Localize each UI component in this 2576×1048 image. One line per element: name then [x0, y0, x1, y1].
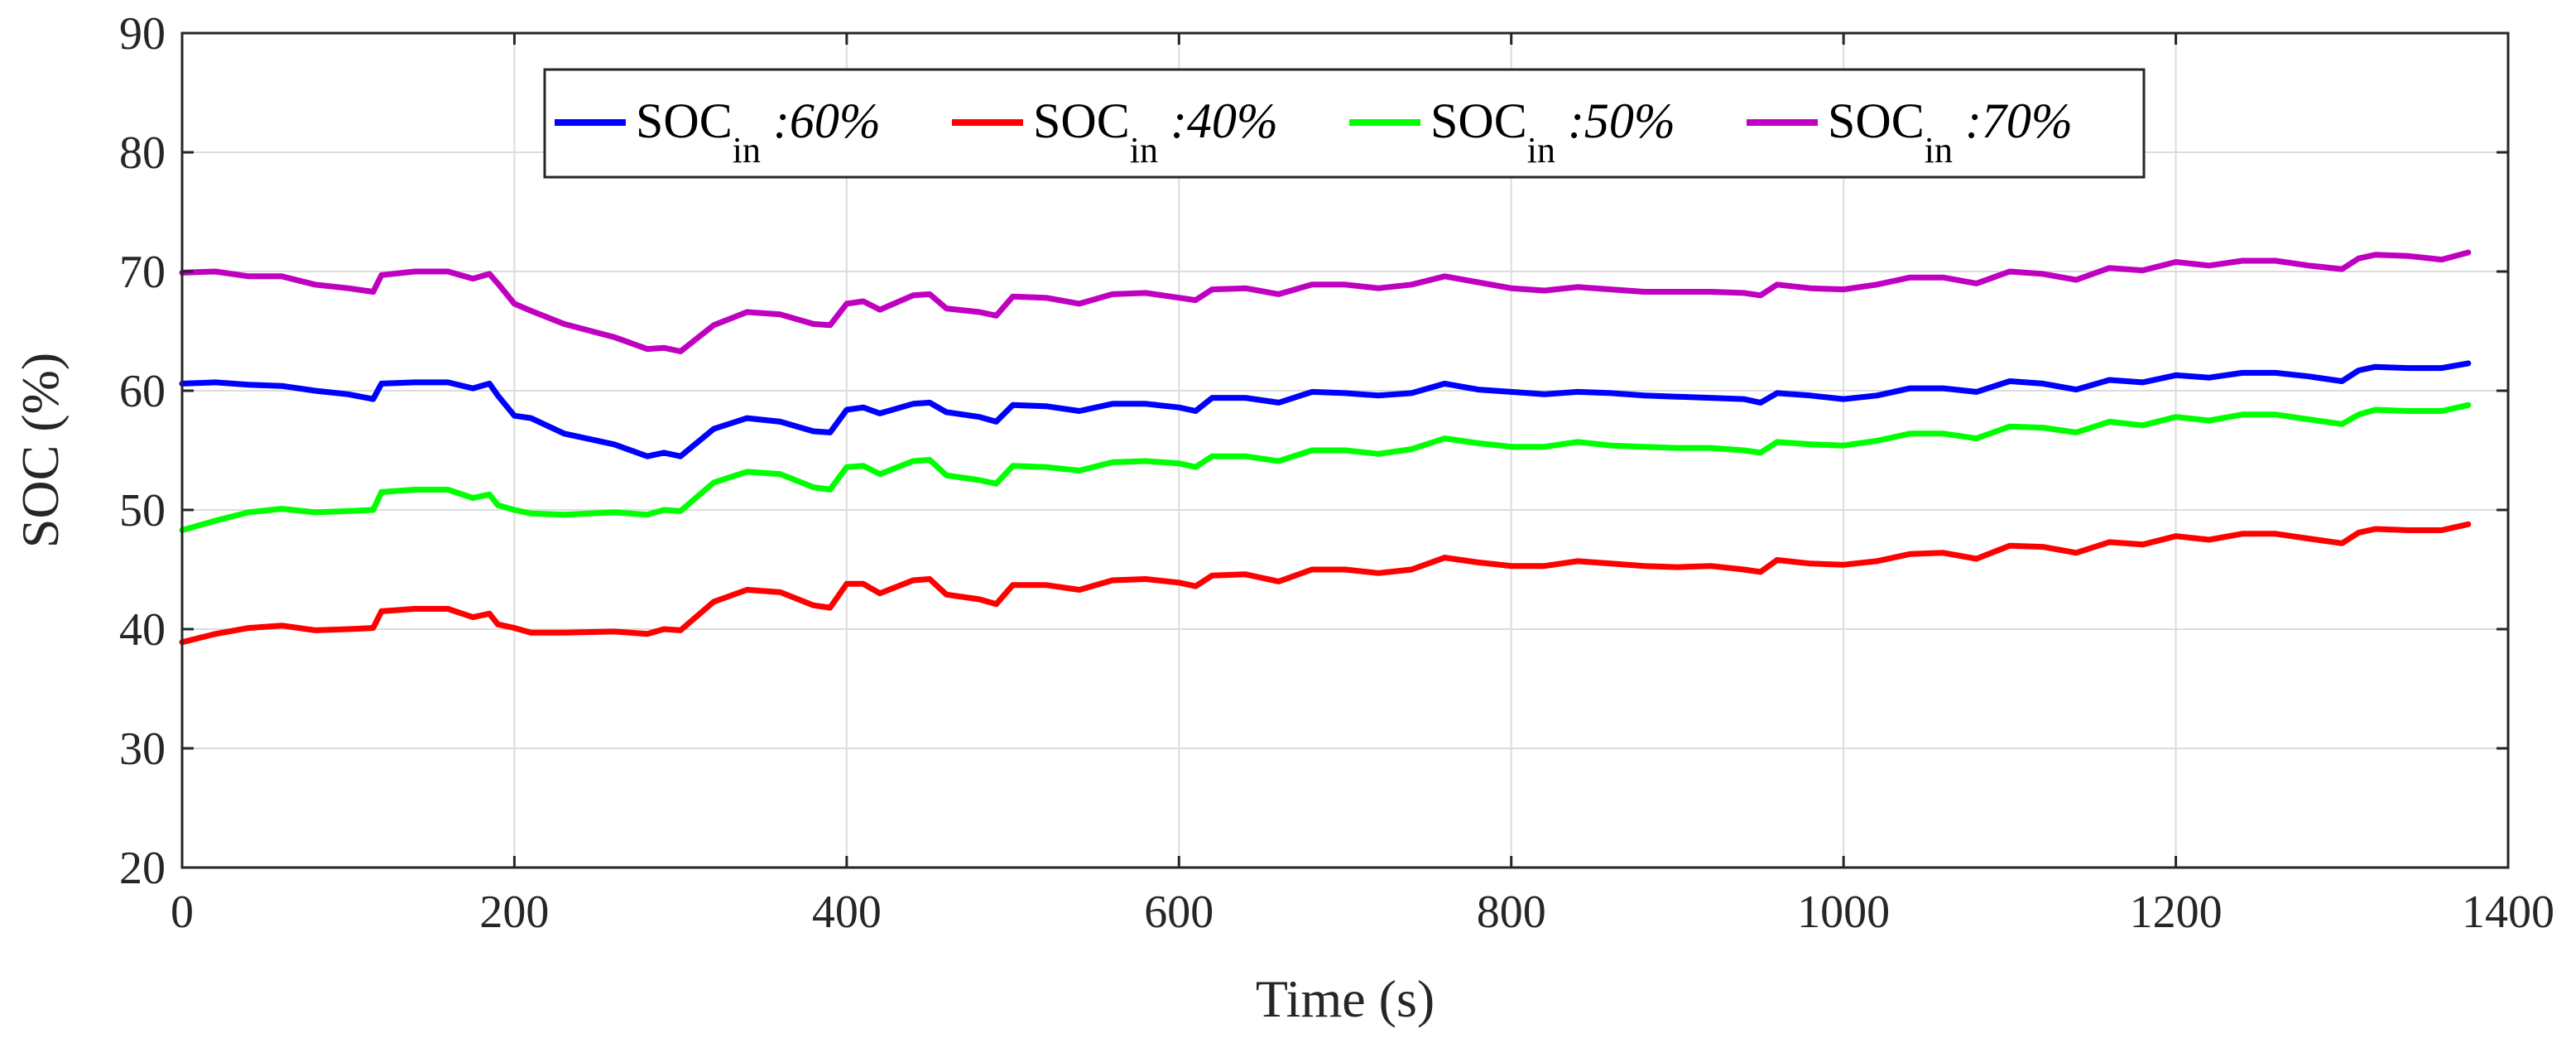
legend-entry: SOCin :60% — [636, 94, 881, 171]
plot-frame — [180, 31, 2510, 869]
x-tick-label: 1400 — [2462, 887, 2554, 938]
y-tick-label: 90 — [119, 8, 166, 60]
series-line — [179, 360, 2472, 459]
x-axis-label: Time (s) — [1256, 969, 1435, 1028]
y-tick-label: 50 — [119, 485, 166, 536]
legend-main-text: SOC — [636, 94, 733, 148]
x-axis-ticks: 0 200 400 600 800 1000 1200 1400 — [171, 33, 2554, 938]
legend-subscript: in — [1527, 130, 1555, 171]
legend-entry: SOCin :50% — [1430, 94, 1675, 171]
series-lines — [179, 249, 2472, 646]
y-axis-label: SOC (%) — [11, 353, 70, 548]
legend-value: :60% — [761, 94, 881, 148]
y-tick-label: 20 — [119, 843, 166, 894]
series-line — [179, 249, 2472, 354]
legend-value: :50% — [1555, 94, 1675, 148]
legend-value: :70% — [1953, 94, 2073, 148]
legend-subscript: in — [733, 130, 761, 171]
legend-main-text: SOC — [1828, 94, 1925, 148]
x-tick-label: 200 — [479, 887, 549, 938]
legend-main-text: SOC — [1033, 94, 1130, 148]
x-tick-label: 400 — [812, 887, 882, 938]
y-axis-ticks: 20 30 40 50 60 70 80 90 — [119, 8, 2508, 894]
y-tick-label: 40 — [119, 604, 166, 656]
x-tick-label: 600 — [1144, 887, 1214, 938]
legend-box — [543, 68, 2146, 179]
legend-value: :40% — [1158, 94, 1278, 148]
legend-subscript: in — [1925, 130, 1953, 171]
y-tick-label: 70 — [119, 247, 166, 298]
x-tick-label: 1000 — [1797, 887, 1890, 938]
y-tick-label: 30 — [119, 724, 166, 775]
x-tick-label: 0 — [171, 887, 194, 938]
legend-main-text: SOC — [1430, 94, 1527, 148]
legend-subscript: in — [1130, 130, 1158, 171]
y-tick-label: 60 — [119, 366, 166, 417]
legend: SOCin :60% SOCin :40% SOCin :50% SOCin :70% — [543, 68, 2146, 179]
x-tick-label: 1200 — [2130, 887, 2223, 938]
legend-entry: SOCin :70% — [1828, 94, 2073, 171]
series-line — [179, 401, 2472, 533]
x-tick-label: 800 — [1477, 887, 1546, 938]
legend-entry: SOCin :40% — [1033, 94, 1278, 171]
series-line — [179, 521, 2472, 646]
y-tick-label: 80 — [119, 127, 166, 179]
